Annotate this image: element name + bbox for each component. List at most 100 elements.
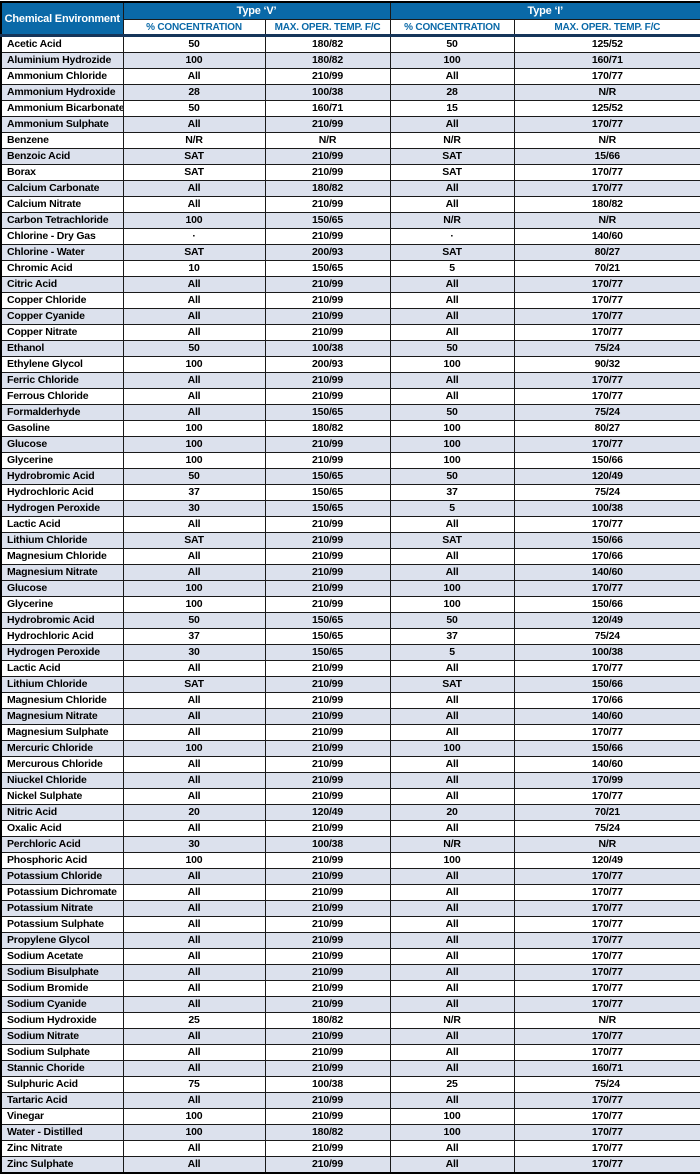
- i-max-temp-cell: 150/66: [513, 596, 700, 613]
- table-row: Magnesium Chloride All 210/99 All 170/66: [0, 548, 700, 565]
- v-concentration-cell: 20: [122, 804, 266, 821]
- i-concentration-cell: All: [389, 772, 515, 789]
- i-max-temp-cell: 140/60: [513, 756, 700, 773]
- header-chemical-environment: Chemical Environment: [0, 1, 124, 37]
- table-row: Niuckel Chloride All 210/99 All 170/99: [0, 772, 700, 789]
- i-max-temp-cell: 170/77: [513, 916, 700, 933]
- table-row: Copper Nitrate All 210/99 All 170/77: [0, 324, 700, 341]
- i-max-temp-cell: 170/77: [513, 164, 700, 181]
- v-concentration-cell: 37: [122, 628, 266, 645]
- i-concentration-cell: N/R: [389, 212, 515, 229]
- chemical-name-cell: Ethylene Glycol: [0, 356, 124, 373]
- v-max-temp-cell: 210/99: [264, 276, 391, 293]
- i-concentration-cell: All: [389, 724, 515, 741]
- v-concentration-cell: All: [122, 964, 266, 981]
- table-header: Chemical Environment Type ‘V’ Type ‘I’ %…: [0, 1, 700, 37]
- table-row: Ammonium Bicarbonate 50 160/71 15 125/52: [0, 100, 700, 117]
- v-max-temp-cell: 210/99: [264, 1060, 391, 1077]
- v-max-temp-cell: 180/82: [264, 35, 391, 53]
- v-max-temp-cell: 150/65: [264, 212, 391, 229]
- v-max-temp-cell: 210/99: [264, 868, 391, 885]
- chemical-name-cell: Potassium Sulphate: [0, 916, 124, 933]
- chemical-name-cell: Lithium Chloride: [0, 676, 124, 693]
- i-concentration-cell: 37: [389, 484, 515, 501]
- i-max-temp-cell: 170/77: [513, 948, 700, 965]
- v-concentration-cell: 30: [122, 644, 266, 661]
- chemical-name-cell: Potassium Chloride: [0, 868, 124, 885]
- header-type-i: Type ‘I’: [389, 1, 700, 20]
- table-row: Ammonium Sulphate All 210/99 All 170/77: [0, 116, 700, 133]
- v-max-temp-cell: 210/99: [264, 164, 391, 181]
- chemical-name-cell: Copper Cyanide: [0, 308, 124, 325]
- i-concentration-cell: All: [389, 948, 515, 965]
- chemical-name-cell: Ammonium Bicarbonate: [0, 100, 124, 117]
- i-max-temp-cell: N/R: [513, 836, 700, 853]
- table-row: Hydrobromic Acid 50 150/65 50 120/49: [0, 468, 700, 485]
- table-row: Sodium Cyanide All 210/99 All 170/77: [0, 996, 700, 1013]
- table-body: Acetic Acid 50 180/82 50 125/52 Aluminium Hyd…: [0, 35, 700, 1174]
- i-max-temp-cell: 90/32: [513, 356, 700, 373]
- i-concentration-cell: N/R: [389, 836, 515, 853]
- table-row: Lithium Chloride SAT 210/99 SAT 150/66: [0, 532, 700, 549]
- v-concentration-cell: 100: [122, 596, 266, 613]
- v-max-temp-cell: 210/99: [264, 756, 391, 773]
- table-row: Ethylene Glycol 100 200/93 100 90/32: [0, 356, 700, 373]
- chemical-name-cell: Sodium Nitrate: [0, 1028, 124, 1045]
- v-concentration-cell: 100: [122, 52, 266, 69]
- i-concentration-cell: All: [389, 964, 515, 981]
- i-max-temp-cell: 170/77: [513, 180, 700, 197]
- table-row: Copper Chloride All 210/99 All 170/77: [0, 292, 700, 309]
- i-concentration-cell: SAT: [389, 244, 515, 261]
- i-concentration-cell: All: [389, 996, 515, 1013]
- chemical-name-cell: Sodium Bromide: [0, 980, 124, 997]
- i-concentration-cell: All: [389, 788, 515, 805]
- v-concentration-cell: All: [122, 548, 266, 565]
- v-max-temp-cell: 210/99: [264, 884, 391, 901]
- table-row: Carbon Tetrachloride 100 150/65 N/R N/R: [0, 212, 700, 229]
- i-max-temp-cell: 120/49: [513, 612, 700, 629]
- chemical-name-cell: Chromic Acid: [0, 260, 124, 277]
- i-concentration-cell: All: [389, 516, 515, 533]
- i-concentration-cell: SAT: [389, 164, 515, 181]
- chemical-name-cell: Ammonium Hydroxide: [0, 84, 124, 101]
- i-concentration-cell: 25: [389, 1076, 515, 1093]
- chemical-name-cell: Magnesium Sulphate: [0, 724, 124, 741]
- i-max-temp-cell: 170/77: [513, 1092, 700, 1109]
- v-max-temp-cell: 210/99: [264, 148, 391, 165]
- i-max-temp-cell: 75/24: [513, 820, 700, 837]
- table-row: Ammonium Chloride All 210/99 All 170/77: [0, 68, 700, 85]
- v-max-temp-cell: 150/65: [264, 484, 391, 501]
- v-concentration-cell: All: [122, 1028, 266, 1045]
- chemical-name-cell: Potassium Dichromate: [0, 884, 124, 901]
- v-concentration-cell: All: [122, 516, 266, 533]
- chemical-name-cell: Hydrobromic Acid: [0, 612, 124, 629]
- i-max-temp-cell: 170/77: [513, 68, 700, 85]
- i-max-temp-cell: 170/77: [513, 116, 700, 133]
- chemical-name-cell: Oxalic Acid: [0, 820, 124, 837]
- chemical-name-cell: Magnesium Chloride: [0, 548, 124, 565]
- v-concentration-cell: 100: [122, 212, 266, 229]
- v-max-temp-cell: 210/99: [264, 532, 391, 549]
- i-max-temp-cell: 75/24: [513, 404, 700, 421]
- i-max-temp-cell: 170/77: [513, 436, 700, 453]
- i-max-temp-cell: 170/77: [513, 660, 700, 677]
- v-concentration-cell: 37: [122, 484, 266, 501]
- v-max-temp-cell: 100/38: [264, 340, 391, 357]
- i-concentration-cell: All: [389, 932, 515, 949]
- table-row: Chromic Acid 10 150/65 5 70/21: [0, 260, 700, 277]
- v-max-temp-cell: 210/99: [264, 596, 391, 613]
- v-max-temp-cell: 180/82: [264, 180, 391, 197]
- i-max-temp-cell: 170/77: [513, 788, 700, 805]
- v-max-temp-cell: 150/65: [264, 612, 391, 629]
- i-max-temp-cell: 170/77: [513, 932, 700, 949]
- table-row: Magnesium Sulphate All 210/99 All 170/77: [0, 724, 700, 741]
- chemical-name-cell: Hydrobromic Acid: [0, 468, 124, 485]
- i-concentration-cell: 5: [389, 260, 515, 277]
- v-max-temp-cell: 210/99: [264, 852, 391, 869]
- chemical-name-cell: Nickel Sulphate: [0, 788, 124, 805]
- v-concentration-cell: All: [122, 388, 266, 405]
- v-max-temp-cell: 210/99: [264, 68, 391, 85]
- i-concentration-cell: N/R: [389, 132, 515, 149]
- v-max-temp-cell: 150/65: [264, 404, 391, 421]
- chemical-name-cell: Benzene: [0, 132, 124, 149]
